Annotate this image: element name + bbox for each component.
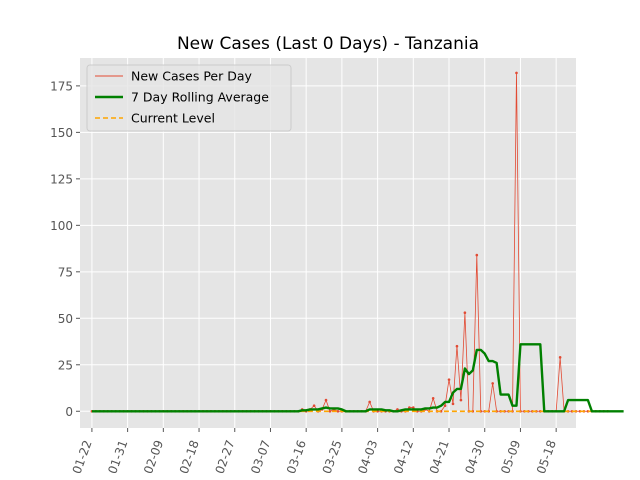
y-tick-label: 0 [65,405,73,419]
data-point-new-cases [328,409,332,413]
data-point-new-cases [443,404,447,407]
data-point-new-cases [368,400,371,404]
legend-box [86,64,292,132]
data-point-new-cases [312,404,316,407]
legend-label-rolling-average: 7 Day Rolling Average [131,90,269,105]
y-tick-label: 50 [58,312,73,326]
legend-label-current-level: Current Level [131,111,215,126]
data-point-new-cases [459,398,463,402]
grid [80,58,576,428]
y-tick-label: 175 [50,79,73,93]
y-tick-label: 125 [50,172,73,186]
data-point-new-cases [408,406,411,409]
data-point-new-cases [463,311,467,315]
series-layer [90,71,624,413]
series-line-rolling-average [91,343,624,413]
data-point-new-cases [475,253,479,257]
data-point-new-cases [324,398,328,402]
y-tick-label: 75 [58,265,73,279]
chart-title: New Cases (Last 0 Days) - Tanzania [177,34,479,54]
data-point-new-cases [455,344,459,348]
y-tick-label: 150 [50,126,73,140]
legend: New Cases Per Day 7 Day Rolling Average … [86,64,292,132]
legend-label-new-cases: New Cases Per Day [131,69,252,84]
y-tick-label: 100 [50,219,73,233]
data-point-new-cases [558,356,562,359]
data-point-new-cases [431,396,435,400]
data-point-new-cases [515,71,518,75]
y-tick-label: 25 [58,358,73,372]
data-point-new-cases [447,378,451,381]
data-point-new-cases [376,409,379,413]
data-point-new-cases [412,406,415,409]
data-point-new-cases [491,382,494,385]
data-point-new-cases [451,402,455,406]
data-point-new-cases [336,409,340,413]
